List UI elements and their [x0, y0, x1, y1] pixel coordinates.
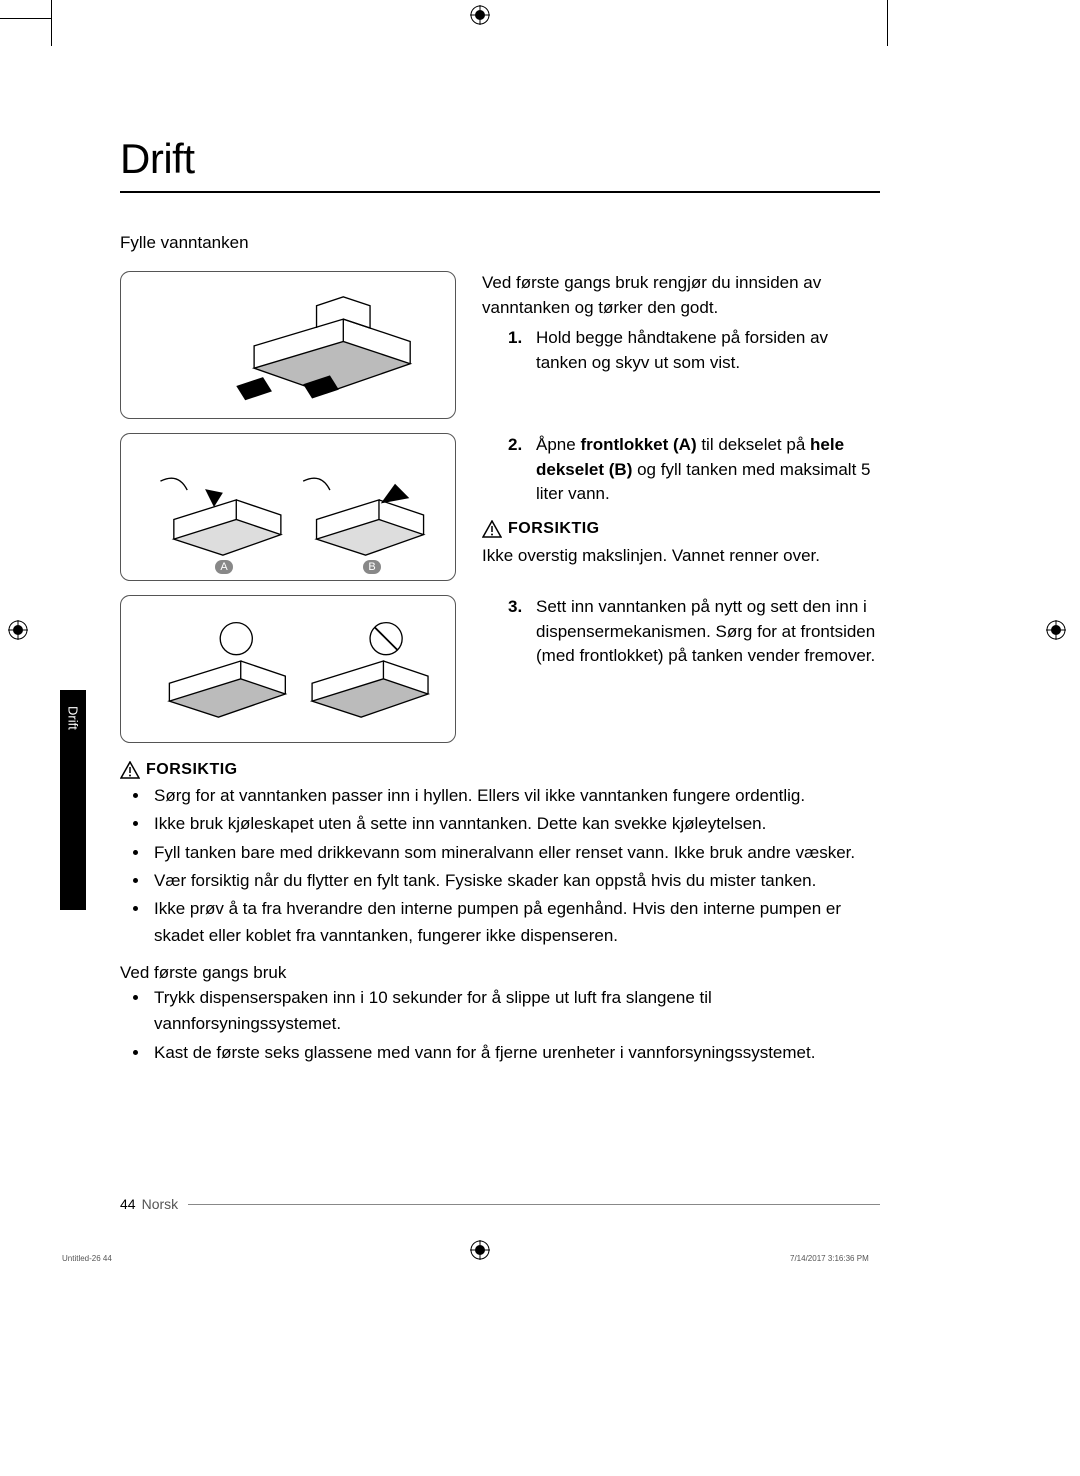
step-text: 2. Åpne frontlokket (A) til dekselet på … [482, 433, 880, 569]
step-1-text: Hold begge håndtakene på forsiden av tan… [536, 326, 880, 375]
list-item: Vær forsiktig når du flytter en fylt tan… [150, 868, 880, 894]
step-number: 3. [508, 595, 526, 669]
section-title: Fylle vanntanken [120, 233, 880, 253]
crop-mark [887, 0, 888, 46]
step-number: 1. [508, 326, 526, 375]
print-meta-left: Untitled-26 44 [62, 1254, 112, 1263]
list-item: Ikke bruk kjøleskapet uten å sette inn v… [150, 811, 880, 837]
registration-mark-icon [1046, 620, 1066, 640]
caution-list: Sørg for at vanntanken passer inn i hyll… [120, 783, 880, 949]
step-2-text: Åpne frontlokket (A) til dekselet på hel… [536, 433, 880, 507]
t: Åpne [536, 435, 580, 454]
list-item: Ikke prøv å ta fra hverandre den interne… [150, 896, 880, 949]
step-3-text: Sett inn vanntanken på nytt og sett den … [536, 595, 880, 669]
title-rule [120, 191, 880, 193]
footer-rule [188, 1204, 880, 1205]
figure-label-b: B [363, 560, 381, 574]
figure-2: A B [120, 433, 456, 581]
page-number: 44 [120, 1196, 136, 1212]
crop-mark [0, 18, 52, 19]
registration-mark-icon [470, 5, 490, 25]
warning-icon [482, 520, 502, 538]
caution-label: FORSIKTIG [508, 517, 600, 540]
caution-heading: FORSIKTIG [120, 761, 880, 779]
list-item: Sørg for at vanntanken passer inn i hyll… [150, 783, 880, 809]
figure-1 [120, 271, 456, 419]
registration-mark-icon [470, 1240, 490, 1260]
step-text: Ved første gangs bruk rengjør du innside… [482, 271, 880, 376]
list-item: Kast de første seks glassene med vann fo… [150, 1040, 880, 1066]
side-tab-label: Drift [60, 700, 86, 750]
step-row: A B 2. Åpne frontlokket (A) til dekselet… [120, 433, 880, 581]
step-row: 3. Sett inn vanntanken på nytt og sett d… [120, 595, 880, 743]
step-text: 3. Sett inn vanntanken på nytt og sett d… [482, 595, 880, 669]
figure-3 [120, 595, 456, 743]
list-item: Fyll tanken bare med drikkevann som mine… [150, 840, 880, 866]
figure-label-a: A [215, 560, 233, 574]
t: til dekselet på [697, 435, 810, 454]
caution-1-text: Ikke overstig makslinjen. Vannet renner … [482, 544, 880, 569]
step-row: Ved første gangs bruk rengjør du innside… [120, 271, 880, 419]
print-meta-right: 7/14/2017 3:16:36 PM [790, 1254, 869, 1263]
first-use-list: Trykk dispenserspaken inn i 10 sekunder … [120, 985, 880, 1066]
step-number: 2. [508, 433, 526, 507]
caution-heading: FORSIKTIG [482, 517, 880, 540]
page-footer: 44 Norsk [120, 1196, 880, 1212]
warning-icon [120, 761, 140, 779]
page-title: Drift [120, 135, 880, 183]
intro-text: Ved første gangs bruk rengjør du innside… [482, 271, 880, 320]
t: frontlokket (A) [580, 435, 696, 454]
list-item: Trykk dispenserspaken inn i 10 sekunder … [150, 985, 880, 1038]
first-use-heading: Ved første gangs bruk [120, 963, 880, 983]
footer-language: Norsk [142, 1196, 179, 1212]
crop-mark [51, 0, 52, 46]
caution-label: FORSIKTIG [146, 761, 238, 779]
page-content: Drift Fylle vanntanken Ved første gangs … [120, 135, 880, 1068]
registration-mark-icon [8, 620, 28, 640]
